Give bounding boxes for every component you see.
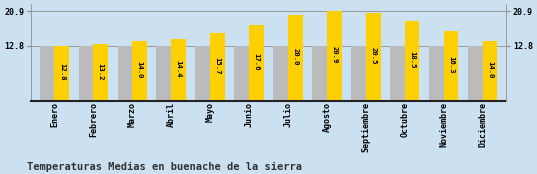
- Bar: [40, 46, 54, 101]
- Bar: [327, 11, 342, 101]
- Text: 20.5: 20.5: [370, 47, 376, 64]
- Bar: [78, 46, 93, 101]
- Text: 12.8: 12.8: [59, 64, 65, 81]
- Bar: [195, 46, 210, 101]
- Text: 15.7: 15.7: [214, 57, 221, 75]
- Bar: [156, 46, 171, 101]
- Bar: [444, 31, 459, 101]
- Bar: [93, 44, 108, 101]
- Bar: [54, 46, 69, 101]
- Text: Temperaturas Medias en buenache de la sierra: Temperaturas Medias en buenache de la si…: [27, 162, 302, 172]
- Bar: [249, 25, 264, 101]
- Text: 17.6: 17.6: [253, 53, 259, 71]
- Bar: [288, 15, 303, 101]
- Bar: [483, 41, 497, 101]
- Bar: [132, 41, 147, 101]
- Bar: [366, 13, 381, 101]
- Bar: [118, 46, 132, 101]
- Text: 14.0: 14.0: [487, 61, 493, 78]
- Text: 18.5: 18.5: [409, 51, 415, 69]
- Bar: [210, 33, 225, 101]
- Text: 14.0: 14.0: [137, 61, 143, 78]
- Bar: [390, 46, 405, 101]
- Bar: [234, 46, 249, 101]
- Bar: [312, 46, 327, 101]
- Text: 20.9: 20.9: [331, 46, 337, 64]
- Bar: [405, 21, 419, 101]
- Bar: [171, 39, 186, 101]
- Bar: [273, 46, 288, 101]
- Text: 13.2: 13.2: [98, 63, 104, 80]
- Bar: [429, 46, 444, 101]
- Text: 14.4: 14.4: [176, 60, 182, 77]
- Bar: [351, 46, 366, 101]
- Text: 20.0: 20.0: [292, 48, 299, 65]
- Text: 16.3: 16.3: [448, 56, 454, 73]
- Bar: [468, 46, 483, 101]
